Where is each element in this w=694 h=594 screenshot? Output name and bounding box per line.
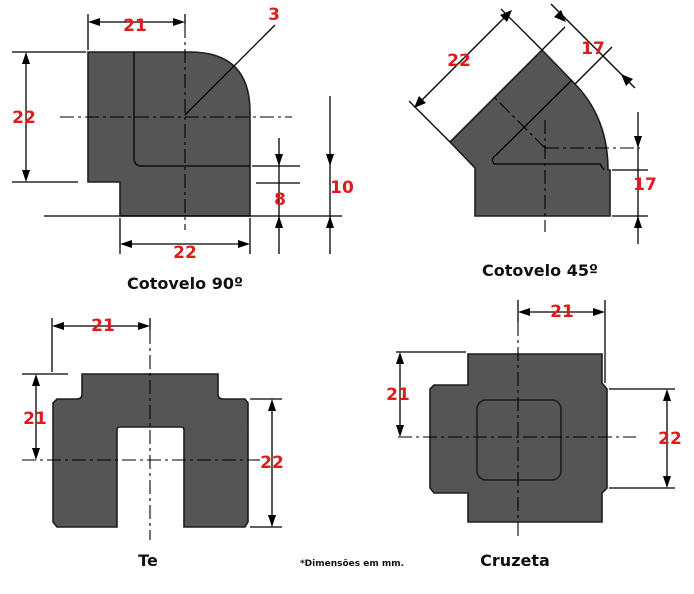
elbow-90-leader-3 <box>184 24 276 116</box>
elbow-45-center-diagonal <box>491 94 546 149</box>
elbow-45-dim-line-22 <box>417 13 509 105</box>
tee-caption: Te <box>138 551 158 570</box>
elbow-90-body <box>87 51 251 217</box>
tee-body <box>52 373 249 528</box>
elbow-45-caption: Cotovelo 45º <box>482 261 598 280</box>
cross-caption: Cruzeta <box>480 551 550 570</box>
elbow-90-dim-top-width: 21 <box>123 16 147 36</box>
tee-dim-left-height: 21 <box>23 409 47 429</box>
elbow-45-body <box>448 48 611 217</box>
tee-dim-right-height: 22 <box>260 453 284 473</box>
cross-dim-top-width: 21 <box>550 302 574 322</box>
elbow-90-drawing <box>12 14 342 254</box>
cross-dim-right-height: 22 <box>658 429 682 449</box>
elbow-45-drawing <box>408 3 648 244</box>
tee-dim-top-width: 21 <box>91 316 115 336</box>
elbow-90-dim-height: 22 <box>12 108 36 128</box>
elbow-90-dim-bottom-step: 8 <box>274 190 286 210</box>
elbow-45-dim-diag-length: 22 <box>447 51 471 71</box>
elbow-90-dim-right-offset: 10 <box>330 178 354 198</box>
dimensions-footnote: *Dimensões em mm. <box>300 559 404 569</box>
elbow-90-caption: Cotovelo 90º <box>127 274 243 293</box>
tee-drawing <box>22 318 282 540</box>
cross-body <box>429 353 608 523</box>
elbow-45-inner-bore <box>491 79 605 171</box>
elbow-90-inner-bore <box>133 52 250 167</box>
elbow-90-dim-bottom-width: 22 <box>173 243 197 263</box>
elbow-90-dim-wall: 3 <box>268 5 280 25</box>
cross-dim-left-height: 21 <box>386 385 410 405</box>
elbow-45-dim-right-height: 17 <box>633 175 657 195</box>
elbow-45-dim-diag-width: 17 <box>581 39 605 59</box>
cross-drawing <box>396 300 675 540</box>
cross-inner-bore <box>476 399 562 481</box>
